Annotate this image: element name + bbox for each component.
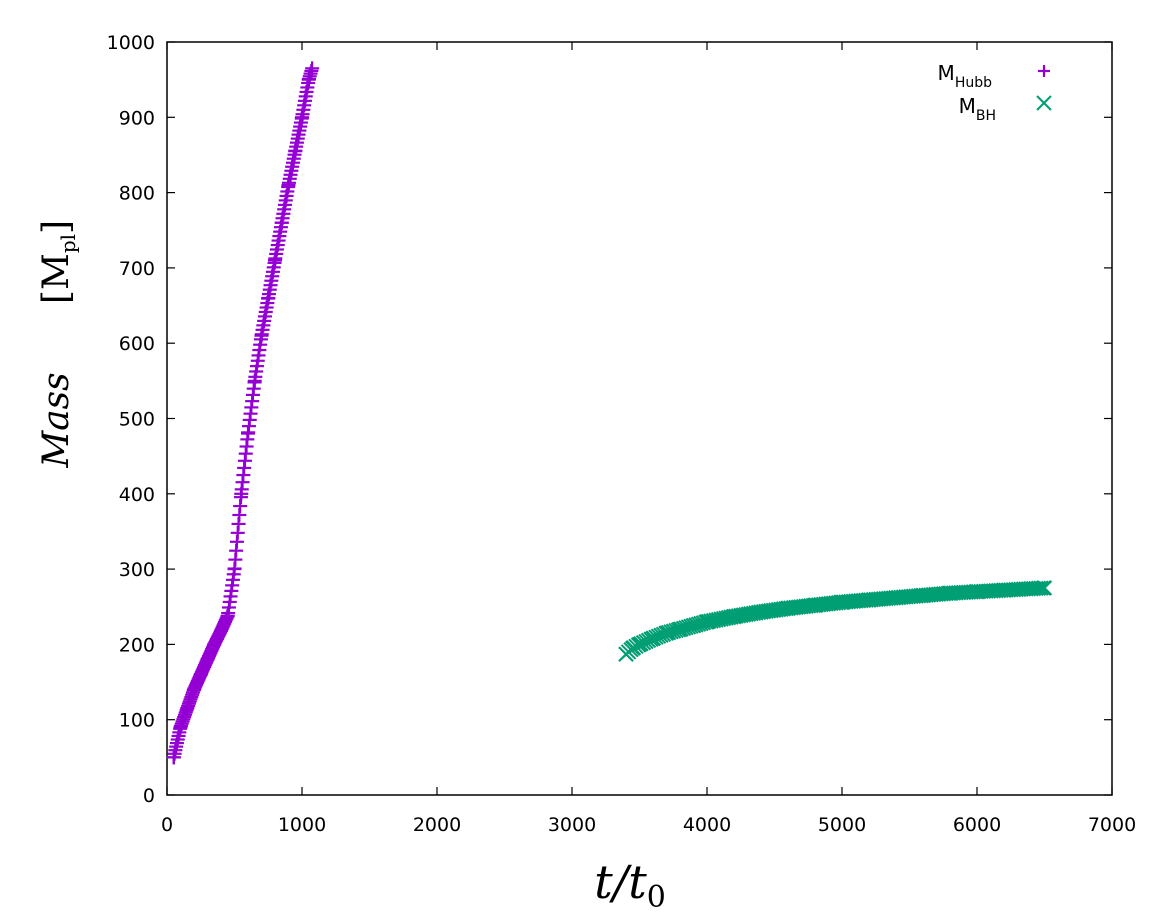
data-point xyxy=(268,253,282,268)
y-tick-label: 100 xyxy=(119,710,155,732)
data-point xyxy=(645,630,661,647)
y-tick-label: 600 xyxy=(119,333,155,355)
data-point xyxy=(301,72,316,87)
data-point xyxy=(173,720,188,735)
data-point xyxy=(672,621,688,638)
data-point xyxy=(861,592,877,608)
legend-label-bh: MBH xyxy=(959,94,996,124)
data-point xyxy=(1030,580,1047,596)
data-point xyxy=(187,682,201,697)
legend-marker-hubb xyxy=(1038,65,1050,77)
data-point xyxy=(180,701,195,716)
y-tick-label: 700 xyxy=(119,258,155,280)
series-bh xyxy=(618,580,1053,662)
data-point xyxy=(969,583,985,600)
y-axis-unit: [Mpl] xyxy=(36,220,80,304)
x-tick-label: 0 xyxy=(161,814,173,836)
data-point xyxy=(942,585,958,601)
data-point xyxy=(699,614,715,630)
data-point xyxy=(274,215,289,230)
y-tick-label: 200 xyxy=(119,634,155,656)
data-point xyxy=(281,178,296,193)
data-point xyxy=(207,637,222,652)
y-axis: 0 100 200 300 400 500 600 700 800 900 1000 xyxy=(107,32,1112,807)
y-axis-label-group: Mass xyxy=(36,372,77,468)
data-point xyxy=(780,600,796,616)
y-tick-label: 0 xyxy=(143,785,155,807)
data-point xyxy=(888,590,904,606)
data-point xyxy=(1023,580,1039,597)
series-hubb xyxy=(166,61,320,765)
x-axis: 0 1000 2000 3000 4000 5000 6000 7000 xyxy=(161,42,1136,836)
x-tick-label: 1000 xyxy=(278,814,326,836)
legend-marker-bh xyxy=(1036,95,1052,111)
y-tick-label: 900 xyxy=(119,107,155,129)
y-axis-label: Mass xyxy=(36,372,77,468)
data-point xyxy=(220,608,235,623)
data-point xyxy=(234,486,249,501)
data-point xyxy=(200,652,215,667)
data-point xyxy=(996,582,1012,598)
data-point xyxy=(685,617,702,634)
data-point xyxy=(631,636,648,653)
data-point xyxy=(254,328,269,343)
data-point xyxy=(658,625,675,641)
x-tick-label: 3000 xyxy=(548,814,596,836)
data-point xyxy=(261,291,276,306)
plot-border xyxy=(166,41,1113,796)
legend-plus-icon xyxy=(1038,65,1050,77)
legend-label-hubb: MHubb xyxy=(938,61,993,91)
y-axis-unit-group: [Mpl] xyxy=(36,220,80,304)
x-tick-label: 2000 xyxy=(413,814,461,836)
x-tick-label: 6000 xyxy=(953,814,1001,836)
data-point xyxy=(807,597,823,613)
data-point xyxy=(915,587,931,604)
y-tick-label: 1000 xyxy=(107,32,155,54)
y-tick-label: 400 xyxy=(119,484,155,506)
data-point xyxy=(1036,580,1053,596)
x-tick-label: 4000 xyxy=(683,814,731,836)
data-point xyxy=(305,61,320,76)
plot-area xyxy=(166,41,1113,796)
y-tick-label: 300 xyxy=(119,559,155,581)
data-point xyxy=(227,562,242,577)
legend: MHubb MBH xyxy=(938,61,1052,124)
y-tick-label: 800 xyxy=(119,183,155,205)
data-point xyxy=(834,594,850,610)
data-point xyxy=(193,667,208,682)
data-point xyxy=(247,373,262,388)
data-point xyxy=(241,426,255,441)
legend-cross-icon xyxy=(1036,95,1052,111)
y-tick-label: 500 xyxy=(119,409,155,431)
data-point xyxy=(753,604,769,620)
x-axis-label: t/t0 xyxy=(594,855,666,915)
data-point xyxy=(214,623,228,638)
data-point xyxy=(288,144,303,159)
series-layer xyxy=(166,61,1053,765)
x-tick-label: 5000 xyxy=(818,814,866,836)
data-point xyxy=(295,110,309,125)
x-tick-label: 7000 xyxy=(1088,814,1136,836)
data-point xyxy=(726,608,742,625)
data-point xyxy=(166,750,181,765)
